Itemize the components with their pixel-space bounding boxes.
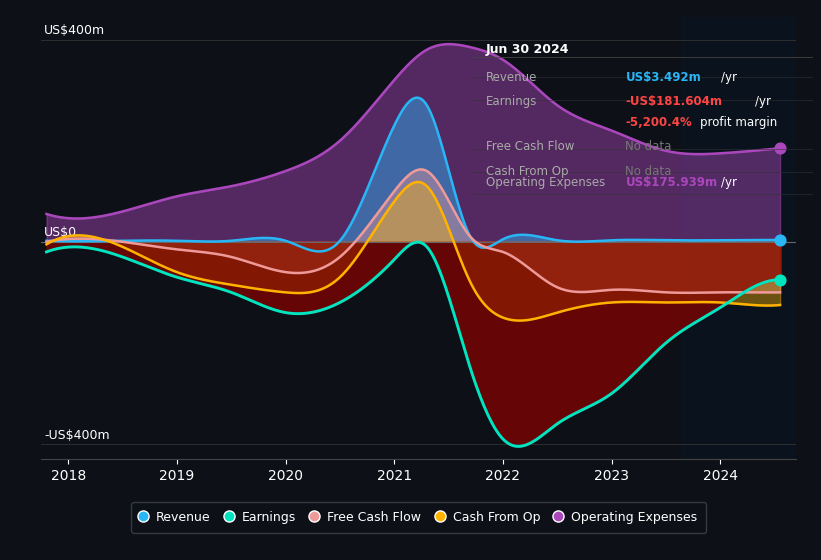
Text: -US$400m: -US$400m [44, 428, 110, 441]
Text: /yr: /yr [754, 95, 771, 108]
Text: US$400m: US$400m [44, 24, 105, 37]
Legend: Revenue, Earnings, Free Cash Flow, Cash From Op, Operating Expenses: Revenue, Earnings, Free Cash Flow, Cash … [131, 502, 706, 533]
Text: US$0: US$0 [44, 226, 77, 239]
Text: -US$181.604m: -US$181.604m [626, 95, 722, 108]
Text: Earnings: Earnings [486, 95, 537, 108]
Point [773, 236, 787, 245]
Text: -5,200.4%: -5,200.4% [626, 116, 692, 129]
Text: Cash From Op: Cash From Op [486, 165, 568, 178]
Text: /yr: /yr [721, 71, 736, 84]
Text: No data: No data [626, 141, 672, 153]
Point [773, 275, 787, 284]
Text: No data: No data [626, 165, 672, 178]
Text: /yr: /yr [721, 176, 736, 189]
Point [773, 144, 787, 153]
Text: Revenue: Revenue [486, 71, 537, 84]
Text: Jun 30 2024: Jun 30 2024 [486, 43, 569, 56]
Bar [682, 14, 796, 469]
Text: Operating Expenses: Operating Expenses [486, 176, 605, 189]
Text: US$175.939m: US$175.939m [626, 176, 718, 189]
Text: US$3.492m: US$3.492m [626, 71, 701, 84]
Text: Free Cash Flow: Free Cash Flow [486, 141, 574, 153]
Text: profit margin: profit margin [700, 116, 777, 129]
